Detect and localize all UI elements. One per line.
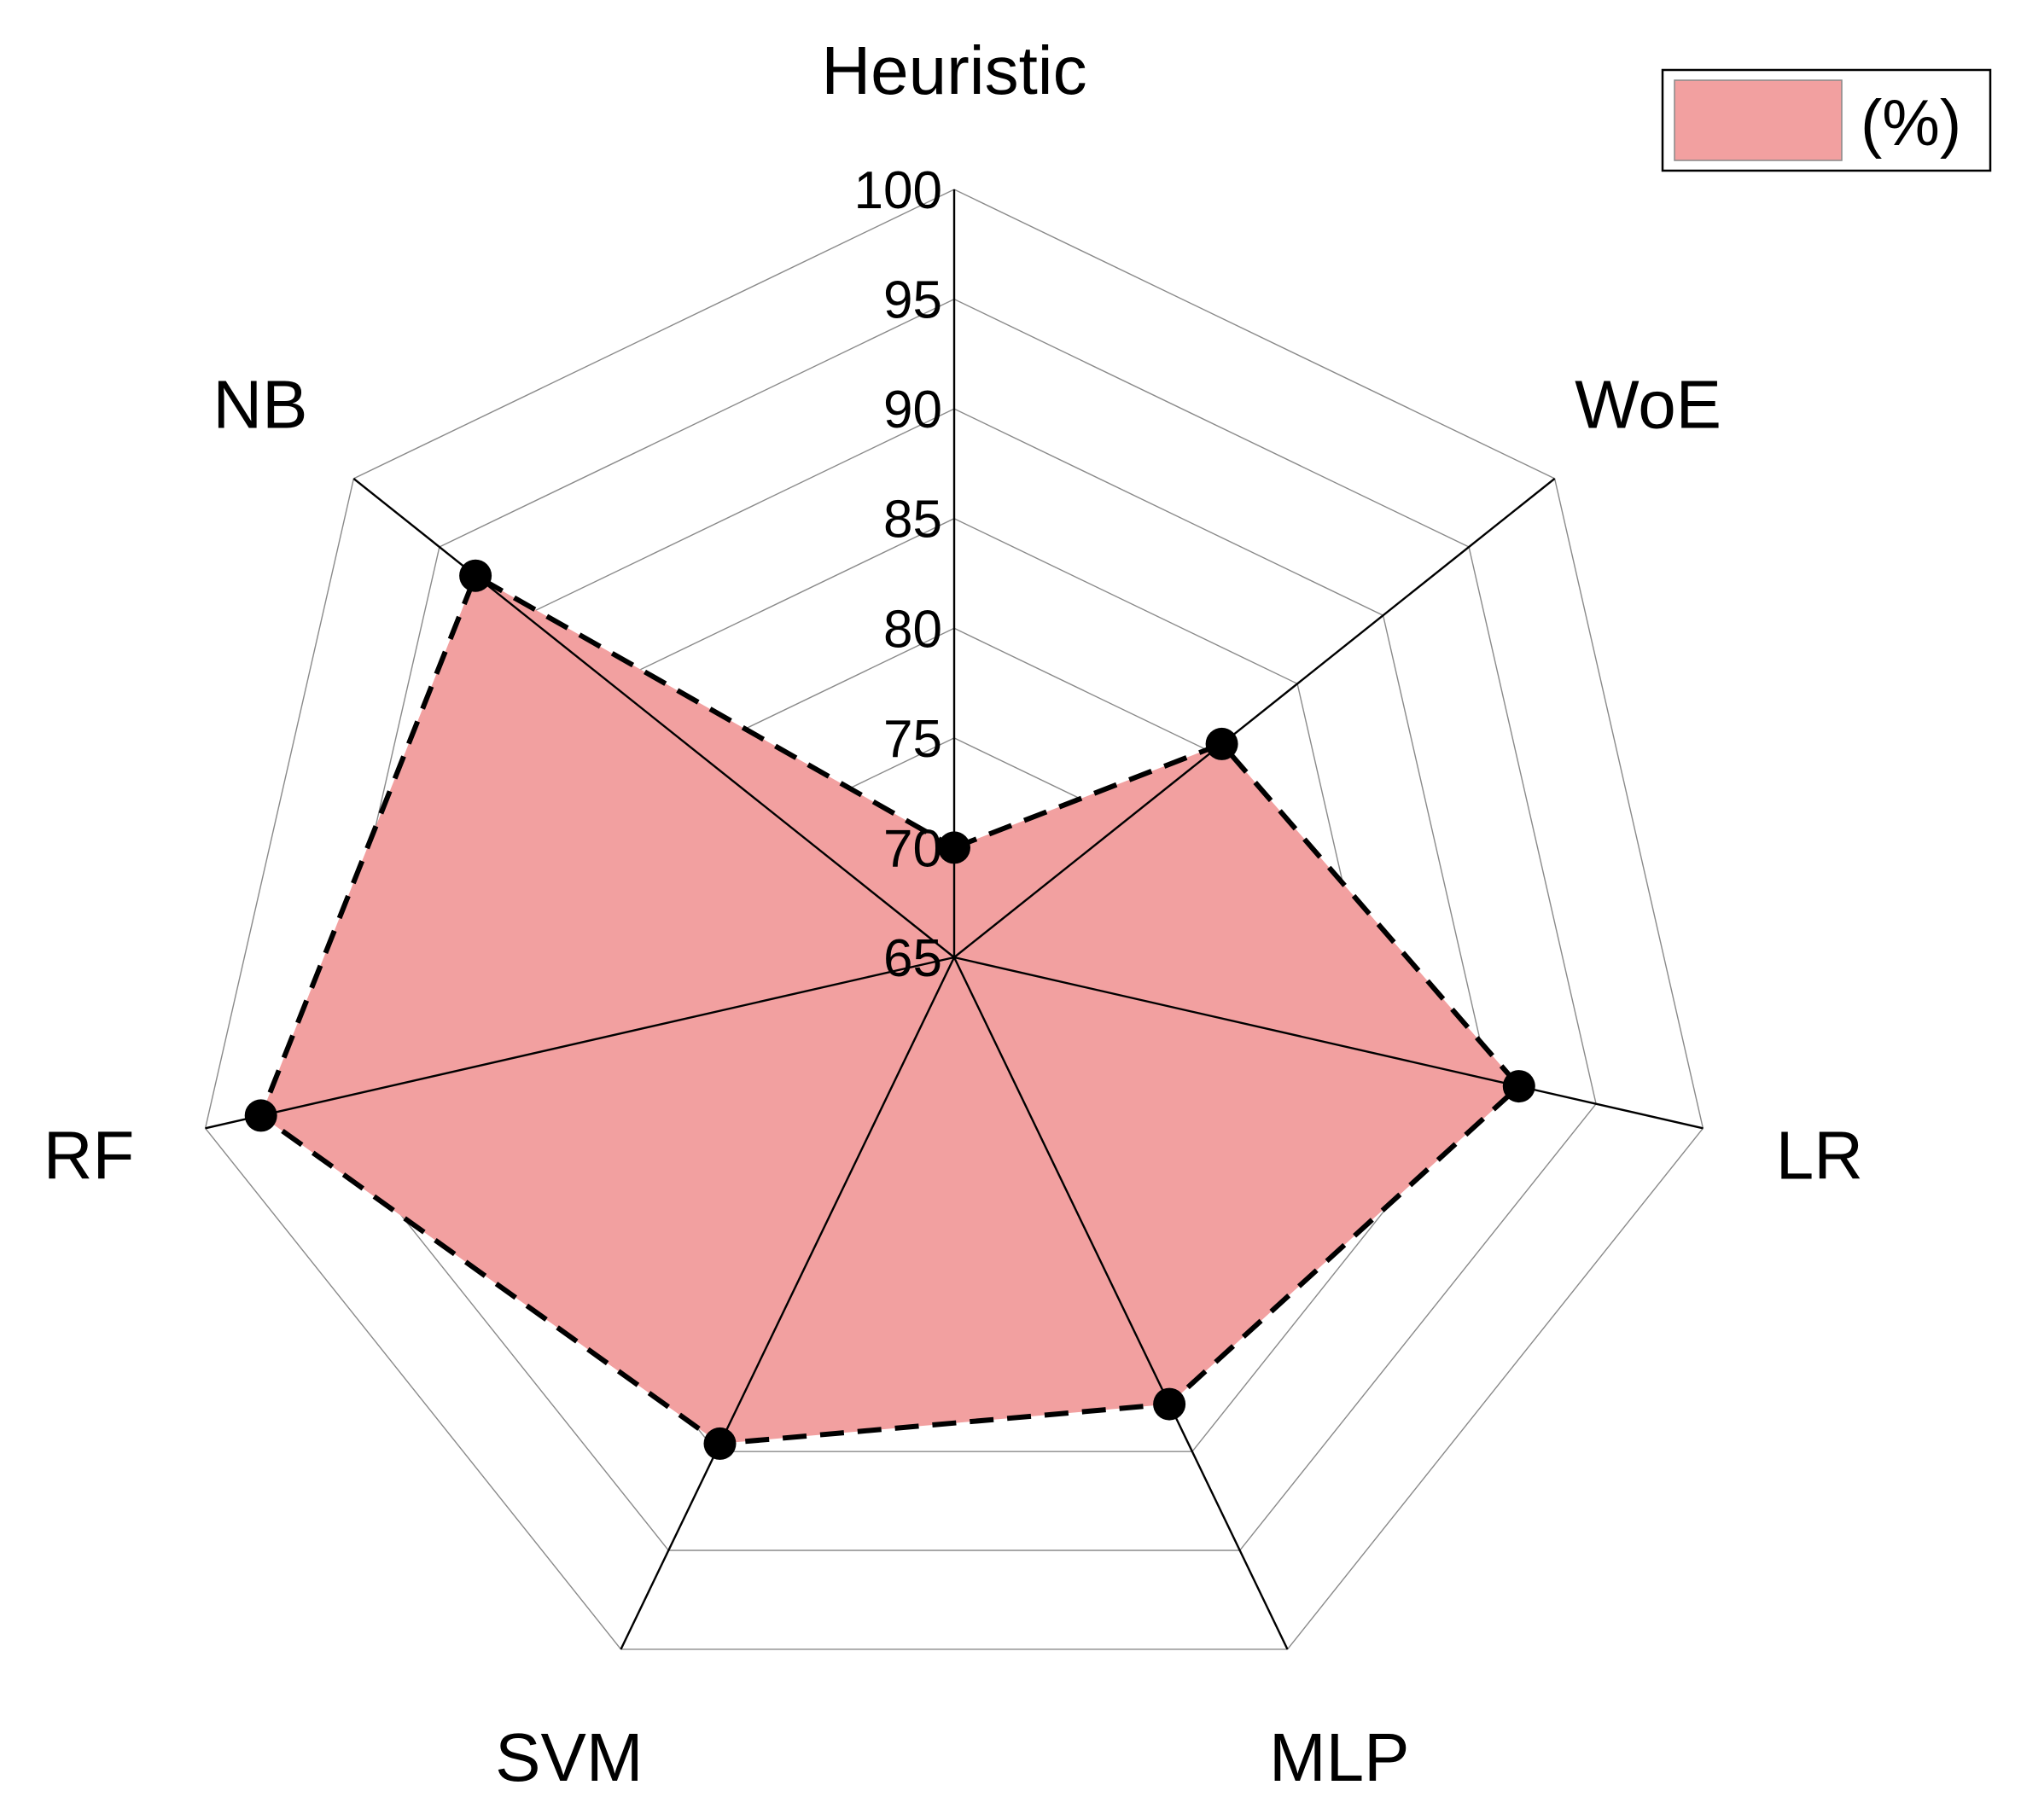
- axis-spoke-lr: [953, 956, 1704, 1130]
- category-label-mlp: MLP: [1269, 1719, 1410, 1795]
- axis-spoke-rf: [205, 956, 955, 1130]
- series-line: [258, 572, 1523, 1446]
- tick-label-layer: 65 70 75 80 85 90 95 100: [854, 161, 942, 988]
- series-area: [260, 575, 1519, 1444]
- data-point-heuristic: [938, 831, 970, 864]
- legend-label: (%): [1861, 87, 1961, 160]
- category-label-nb: NB: [213, 367, 307, 443]
- axis-spoke-svm: [620, 957, 956, 1650]
- category-label-layer: Heuristic WoE LR MLP SVM RF NB: [44, 32, 1863, 1795]
- axis-spoke-nb: [352, 477, 955, 958]
- legend: (%): [1661, 68, 1992, 172]
- r-tick-label-65: 65: [883, 929, 942, 988]
- r-tick-label-95: 95: [883, 271, 942, 330]
- axis-spoke-woe: [953, 477, 1556, 958]
- data-layer: [260, 575, 1519, 1444]
- data-point-svm: [703, 1427, 737, 1460]
- r-tick-label-70: 70: [883, 819, 942, 878]
- r-tick-label-85: 85: [883, 491, 942, 549]
- r-tick-label-80: 80: [883, 600, 942, 659]
- data-point-nb: [459, 559, 492, 592]
- legend-swatch: [1674, 79, 1843, 161]
- category-label-rf: RF: [44, 1117, 135, 1193]
- category-label-lr: LR: [1776, 1117, 1863, 1193]
- category-label-heuristic: Heuristic: [821, 32, 1086, 108]
- grid-ring-100: [204, 189, 1704, 1650]
- data-point-mlp: [1153, 1387, 1186, 1421]
- grid-ring-95: [312, 298, 1597, 1551]
- r-tick-label-90: 90: [883, 381, 942, 439]
- category-label-woe: WoE: [1575, 367, 1721, 443]
- data-point-woe: [1205, 727, 1238, 760]
- category-label-svm: SVM: [495, 1719, 643, 1795]
- data-point-lr: [1502, 1070, 1535, 1103]
- axis-spoke-mlp: [952, 957, 1289, 1650]
- data-point-rf: [244, 1099, 277, 1132]
- axis-layer: [205, 189, 1704, 1650]
- r-tick-label-100: 100: [854, 161, 942, 220]
- r-tick-label-75: 75: [883, 710, 942, 769]
